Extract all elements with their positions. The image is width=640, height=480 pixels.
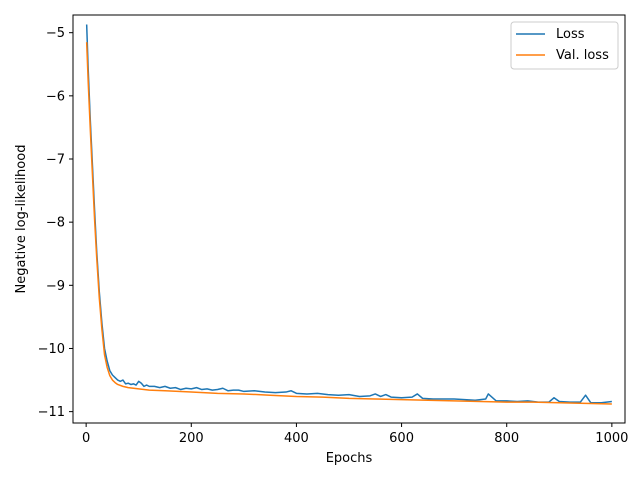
y-tick-label: −6 (46, 89, 65, 104)
x-tick-label: 600 (389, 431, 414, 446)
legend-label-val-loss: Val. loss (556, 48, 609, 63)
y-tick-label: −8 (46, 216, 65, 231)
y-tick-label: −10 (38, 342, 65, 357)
y-tick-label: −5 (46, 26, 65, 41)
x-tick-label: 1000 (595, 431, 628, 446)
y-axis-label: Negative log-likelihood (14, 145, 29, 294)
series-line-loss (85, 24, 612, 404)
series-layer (85, 24, 612, 405)
legend-label-loss: Loss (556, 27, 585, 42)
x-axis-label: Epochs (326, 451, 373, 466)
x-tick-label: 0 (82, 431, 90, 446)
legend: Loss Val. loss (510, 21, 619, 70)
x-tick-label: 200 (179, 431, 204, 446)
x-tick-label: 400 (284, 431, 309, 446)
y-tick-label: −7 (46, 153, 65, 168)
plot-area-background (73, 15, 625, 423)
x-tick-label: 800 (494, 431, 519, 446)
plot-frame (72, 14, 626, 424)
y-tick-label: −9 (46, 279, 65, 294)
ticks-layer: 0 200 400 600 800 1000 −5 −6 −7 −8 −9 −10 −11 (38, 26, 629, 446)
y-tick-label: −11 (38, 405, 65, 420)
series-line-val-loss (85, 42, 612, 405)
